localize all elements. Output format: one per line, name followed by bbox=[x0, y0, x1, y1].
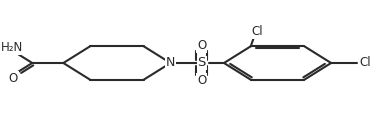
Text: O: O bbox=[9, 72, 18, 85]
Text: O: O bbox=[197, 39, 206, 52]
Text: H₂N: H₂N bbox=[0, 41, 23, 54]
Text: N: N bbox=[166, 56, 175, 70]
Text: S: S bbox=[197, 56, 206, 70]
Text: Cl: Cl bbox=[251, 25, 263, 38]
Text: O: O bbox=[197, 74, 206, 87]
Text: Cl: Cl bbox=[360, 56, 371, 70]
